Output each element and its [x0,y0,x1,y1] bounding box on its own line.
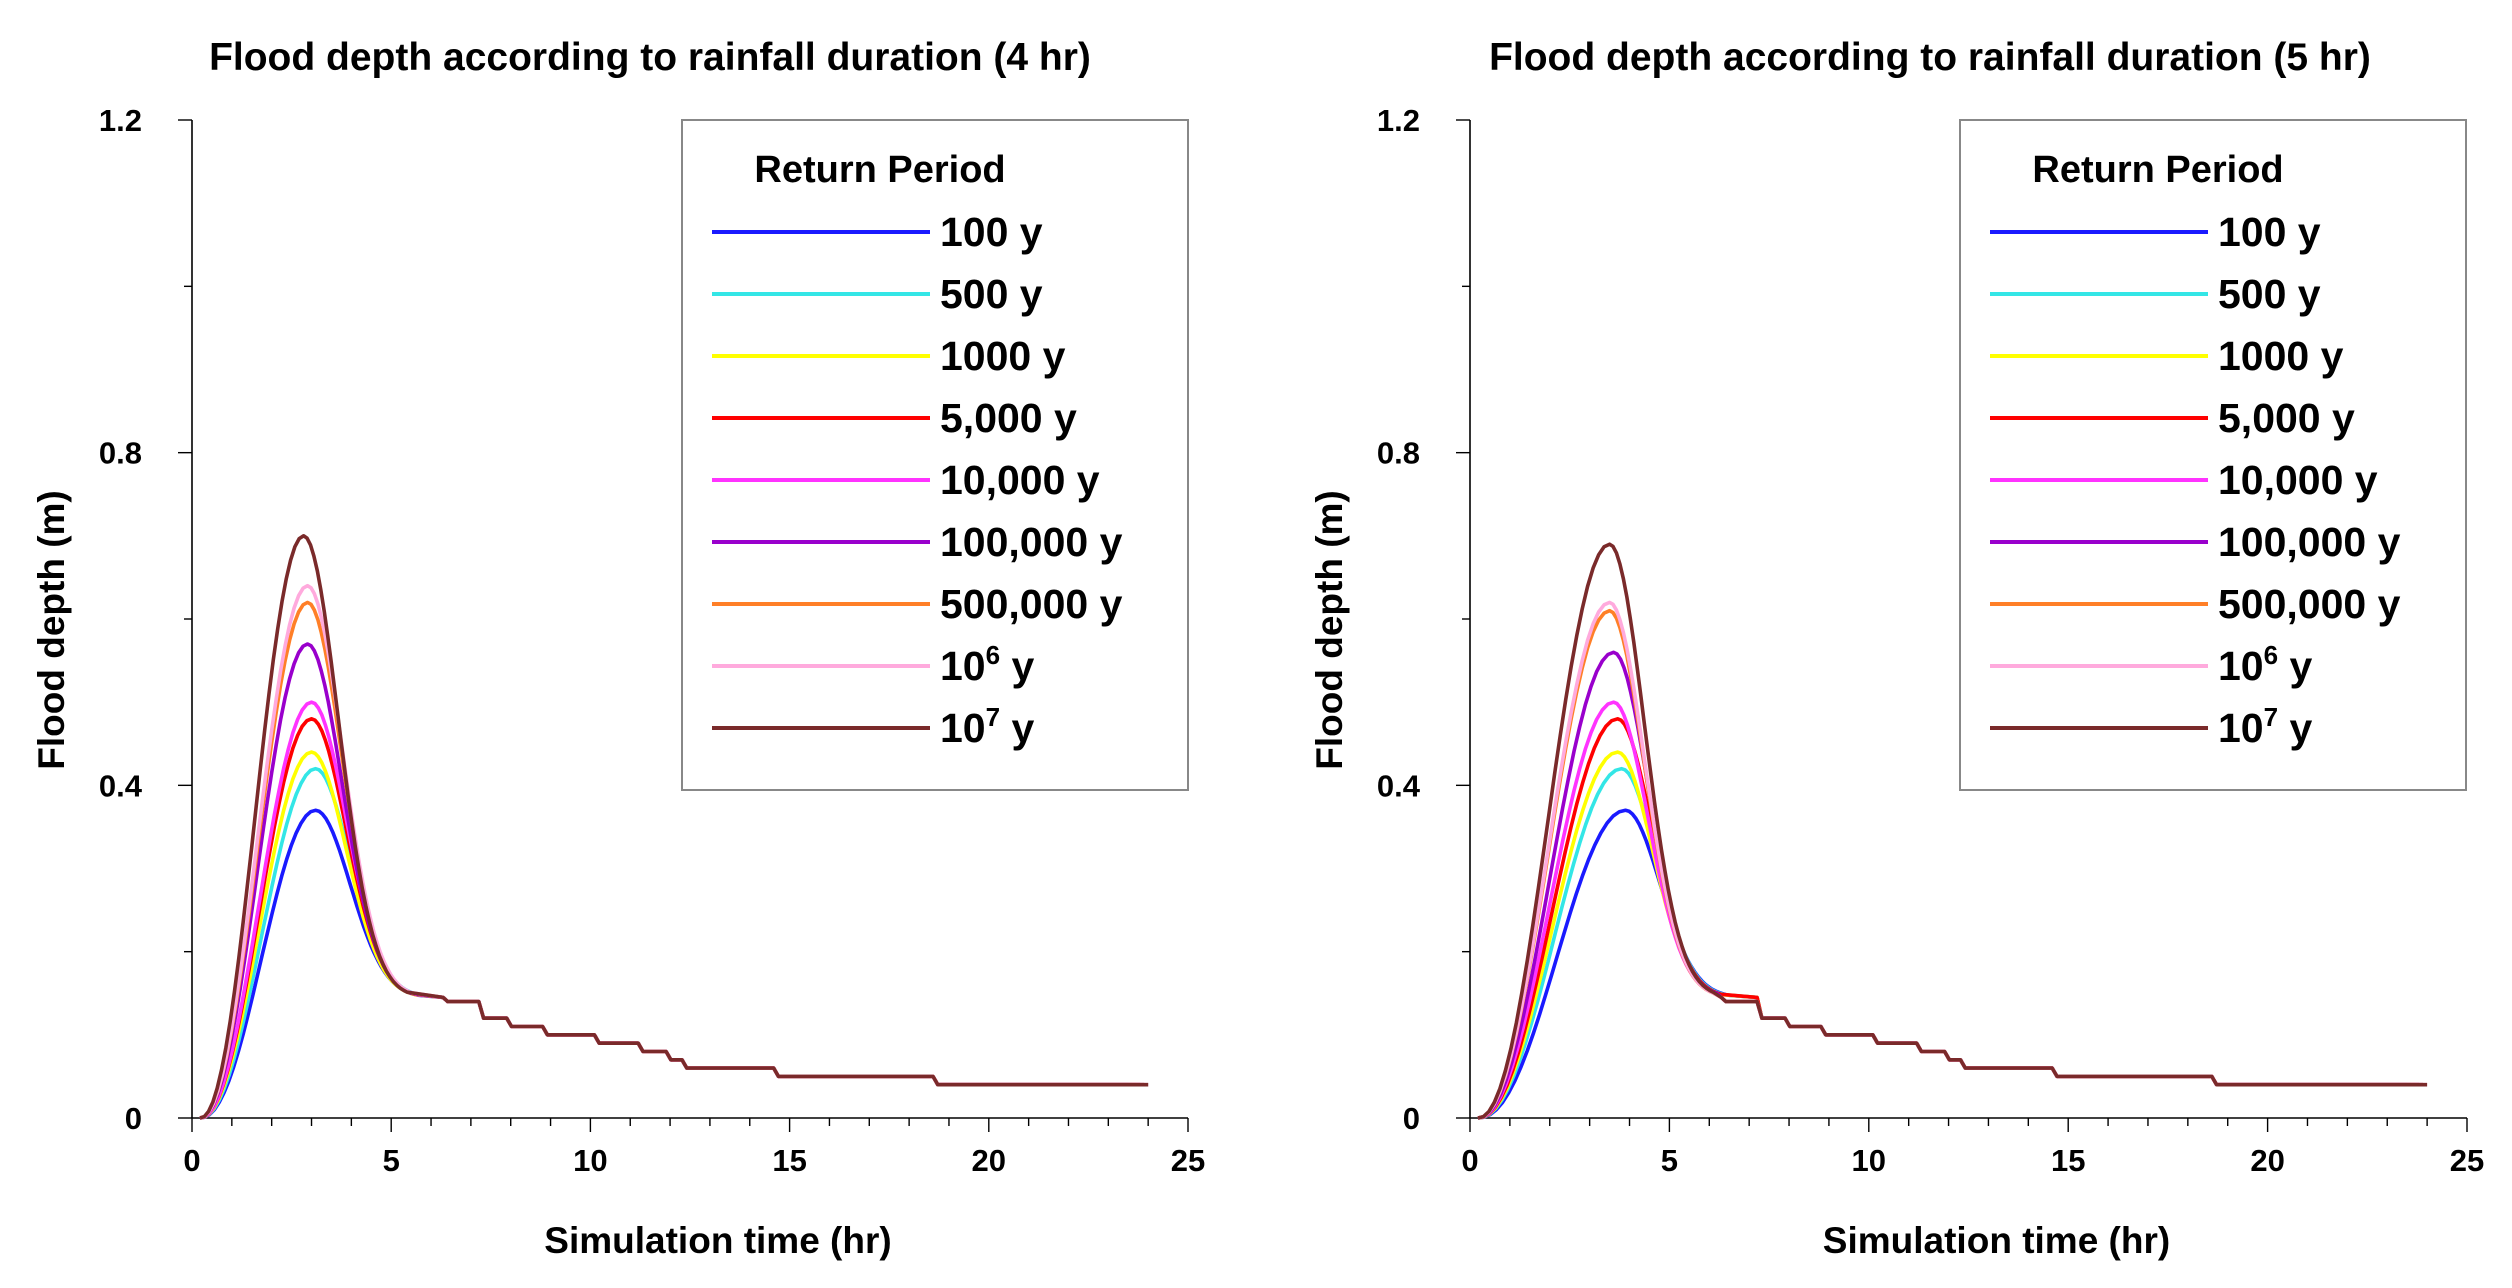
legend-label: 1000 y [940,333,1066,379]
legend-label-base: 10 [940,705,986,751]
legend-label: 100,000 y [940,519,1123,565]
x-axis-label: Simulation time (hr) [1823,1220,2170,1261]
x-tick-label: 25 [1171,1143,1205,1178]
y-tick-label: 0.4 [99,768,143,803]
legend-label: 5,000 y [2218,395,2355,441]
legend-label: 500 y [2218,271,2321,317]
x-tick-label: 0 [1461,1143,1478,1178]
series-line-1 [199,808,1129,1120]
y-axis-label: Flood depth (m) [1309,490,1350,770]
x-tick-label: 25 [2450,1143,2484,1178]
series-line-2 [1477,766,2412,1120]
legend-label: 500,000 y [2218,581,2401,627]
x-tick-label: 10 [573,1143,607,1178]
legend-title: Return Period [754,149,1005,191]
legend-label: 5,000 y [940,395,1077,441]
legend-label-base: 10 [940,643,986,689]
legend-label: 107 y [940,702,1034,751]
legend-box [1959,119,2467,791]
x-tick-label: 15 [772,1143,806,1178]
series-line-1 [1477,808,2408,1120]
legend-label: 107 y [2218,702,2312,751]
legend-label-exponent: 7 [986,702,1000,732]
legend-label-base: 10 [2218,643,2264,689]
chart-panel-1: Flood depth according to rainfall durati… [31,36,1205,1261]
legend-label-suffix: y [1000,705,1034,751]
legend-label: 10,000 y [940,457,1100,503]
y-tick-label: 1.2 [99,103,142,138]
chart-title: Flood depth according to rainfall durati… [1489,36,2371,79]
legend-label: 100 y [2218,209,2321,255]
x-tick-label: 5 [383,1143,400,1178]
x-tick-label: 0 [183,1143,200,1178]
legend-label: 500 y [940,271,1043,317]
series-line-3 [1477,750,2416,1120]
chart-panel-2: Flood depth according to rainfall durati… [1309,36,2484,1261]
legend-label-suffix: y [1000,643,1034,689]
x-tick-label: 20 [972,1143,1006,1178]
y-tick-label: 1.2 [1377,103,1420,138]
legend-label: 106 y [2218,640,2312,689]
legend-box [681,119,1189,791]
legend-label-exponent: 6 [2264,640,2278,670]
x-tick-label: 20 [2250,1143,2284,1178]
chart-title: Flood depth according to rainfall durati… [209,36,1091,79]
series-line-9 [1477,542,2428,1120]
y-tick-label: 0 [1403,1101,1420,1136]
series-line-9 [199,534,1149,1120]
x-tick-label: 5 [1661,1143,1678,1178]
legend-label: 500,000 y [940,581,1123,627]
legend-label-suffix: y [2278,643,2312,689]
y-tick-label: 0.8 [1377,436,1420,471]
y-tick-label: 0.8 [99,436,142,471]
legend-label-exponent: 7 [2264,702,2278,732]
legend-label: 1000 y [2218,333,2344,379]
x-axis-label: Simulation time (hr) [544,1220,891,1261]
legend-label-exponent: 6 [986,640,1000,670]
legend-label: 100,000 y [2218,519,2401,565]
legend-title: Return Period [2032,149,2283,191]
y-tick-label: 0 [125,1101,142,1136]
legend-label-suffix: y [2278,705,2312,751]
legend-label: 100 y [940,209,1043,255]
y-tick-label: 0.4 [1377,768,1421,803]
x-tick-label: 10 [1852,1143,1886,1178]
legend-label: 10,000 y [2218,457,2378,503]
legend-label-base: 10 [2218,705,2264,751]
x-tick-label: 15 [2051,1143,2085,1178]
legend-label: 106 y [940,640,1034,689]
y-axis-label: Flood depth (m) [31,490,72,770]
